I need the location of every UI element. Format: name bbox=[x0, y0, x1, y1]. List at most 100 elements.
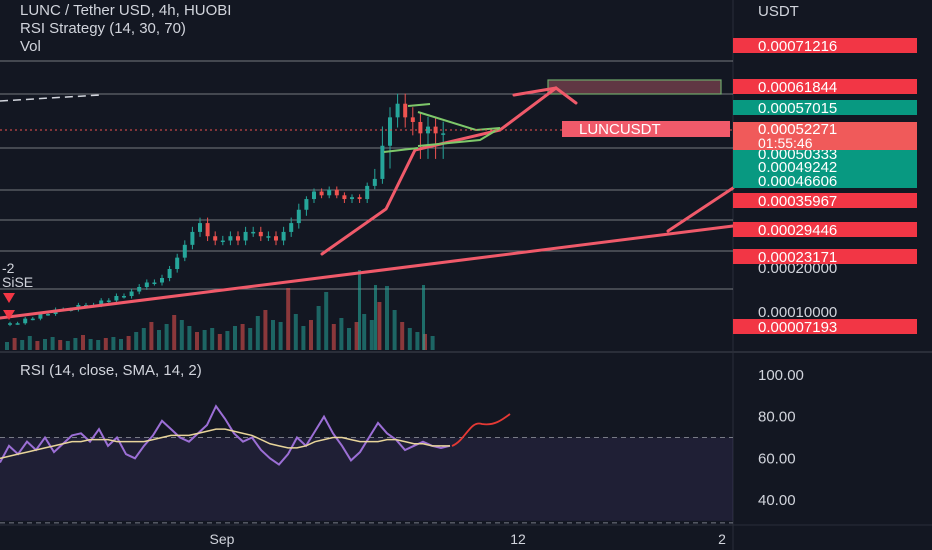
volume-bar bbox=[164, 324, 169, 350]
volume-bar bbox=[407, 328, 412, 350]
candle bbox=[334, 189, 339, 196]
volume-bar bbox=[126, 336, 131, 350]
candle bbox=[380, 145, 385, 179]
candle bbox=[342, 195, 347, 200]
candle bbox=[372, 178, 377, 186]
candle bbox=[152, 282, 157, 284]
rsi-tick: 80.00 bbox=[758, 409, 796, 426]
candle bbox=[289, 223, 294, 232]
candle bbox=[426, 126, 430, 134]
price-badge-label: 0.00057015 bbox=[758, 100, 837, 117]
volume-bar bbox=[111, 337, 116, 350]
candle bbox=[167, 269, 172, 278]
candle bbox=[8, 323, 12, 325]
volume-bar bbox=[271, 320, 275, 350]
volume-bar bbox=[81, 335, 85, 350]
volume-bar bbox=[103, 338, 108, 350]
candle bbox=[198, 223, 202, 232]
candle bbox=[403, 103, 408, 118]
volume-bar bbox=[50, 337, 55, 350]
candle bbox=[327, 189, 332, 196]
candle bbox=[190, 231, 195, 245]
last-price-label: 0.00052271 bbox=[758, 121, 837, 138]
price-badge bbox=[733, 38, 917, 53]
price-badge bbox=[733, 173, 917, 188]
rsi-tick: 100.00 bbox=[758, 367, 804, 384]
candle bbox=[365, 185, 370, 200]
dashed-line bbox=[0, 94, 101, 102]
volume-bar bbox=[210, 328, 215, 350]
price-badge bbox=[733, 193, 917, 208]
candle bbox=[30, 318, 35, 321]
candle bbox=[388, 117, 392, 146]
target-zone bbox=[547, 79, 722, 95]
price-badge-label: 0.00035967 bbox=[758, 193, 837, 210]
candle bbox=[395, 103, 400, 118]
volume-bar bbox=[134, 332, 139, 350]
volume-bar bbox=[217, 334, 222, 350]
volume-label: Vol bbox=[20, 38, 41, 55]
volume-bar bbox=[354, 322, 359, 350]
sell-arrow-icon bbox=[3, 310, 15, 320]
price-badge bbox=[733, 159, 917, 174]
volume-bar bbox=[430, 336, 435, 350]
strategy-label: RSI Strategy (14, 30, 70) bbox=[20, 20, 186, 37]
price-badge bbox=[733, 222, 917, 237]
volume-bar bbox=[96, 340, 101, 350]
rsi-band bbox=[0, 437, 733, 521]
volume-bar bbox=[233, 326, 237, 350]
volume-bar bbox=[374, 285, 377, 350]
volume-bar bbox=[149, 322, 154, 350]
volume-bar bbox=[278, 322, 283, 350]
volume-bar bbox=[400, 322, 405, 350]
volume-bar bbox=[58, 340, 63, 350]
candle bbox=[114, 296, 119, 301]
volume-bar bbox=[263, 310, 268, 350]
candle bbox=[38, 314, 43, 319]
volume-bar bbox=[362, 314, 367, 350]
candle bbox=[129, 291, 134, 296]
volume-bar bbox=[202, 330, 207, 350]
volume-bar bbox=[415, 332, 420, 350]
price-badge bbox=[733, 79, 917, 94]
candle bbox=[144, 282, 149, 287]
triangle-edge bbox=[407, 103, 431, 107]
volume-bar bbox=[331, 324, 336, 350]
price-pane bbox=[0, 0, 733, 350]
price-badge-label: 0.00050333 bbox=[758, 146, 837, 163]
price-badge-label: 0.00046606 bbox=[758, 173, 837, 190]
candle bbox=[296, 209, 301, 224]
candle bbox=[243, 231, 248, 241]
volume-bar bbox=[392, 310, 397, 350]
rsi-ma-line bbox=[0, 428, 450, 460]
signal-label: -2 bbox=[2, 260, 15, 276]
candle bbox=[228, 236, 233, 241]
candle bbox=[281, 231, 286, 241]
price-badge-label: 0.00049242 bbox=[758, 159, 837, 176]
time-label: 2 bbox=[718, 531, 726, 547]
symbol-tag-label: LUNCUSDT bbox=[579, 121, 661, 138]
candle bbox=[304, 199, 309, 210]
volume-bar bbox=[293, 314, 298, 350]
candle bbox=[312, 191, 316, 200]
candle bbox=[236, 236, 240, 241]
price-tick: 0.00010000 bbox=[758, 304, 837, 321]
candle bbox=[350, 197, 354, 200]
candle bbox=[15, 323, 20, 325]
triangle-pattern bbox=[417, 111, 501, 147]
price-badge-label: 0.00023171 bbox=[758, 249, 837, 266]
rsi-title: RSI (14, close, SMA, 14, 2) bbox=[20, 362, 202, 379]
volume-bar bbox=[157, 330, 161, 350]
last-price-badge bbox=[733, 122, 917, 150]
price-tick: 0.00020000 bbox=[758, 260, 837, 277]
volume-bar bbox=[119, 339, 123, 350]
volume-bar bbox=[377, 302, 382, 350]
candle bbox=[122, 296, 126, 298]
candle bbox=[251, 231, 256, 234]
volume-bar bbox=[339, 318, 344, 350]
candle bbox=[319, 191, 324, 196]
sell-arrow-icon bbox=[3, 293, 15, 303]
target-arrow-line bbox=[512, 86, 558, 97]
